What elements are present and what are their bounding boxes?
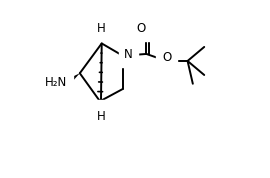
Text: O: O [98,105,107,118]
Text: N: N [124,48,133,61]
Text: H: H [97,110,106,123]
Polygon shape [64,73,80,87]
Text: H: H [96,22,105,35]
Text: O: O [162,51,171,64]
Text: H₂N: H₂N [45,76,67,89]
Text: O: O [137,22,146,35]
